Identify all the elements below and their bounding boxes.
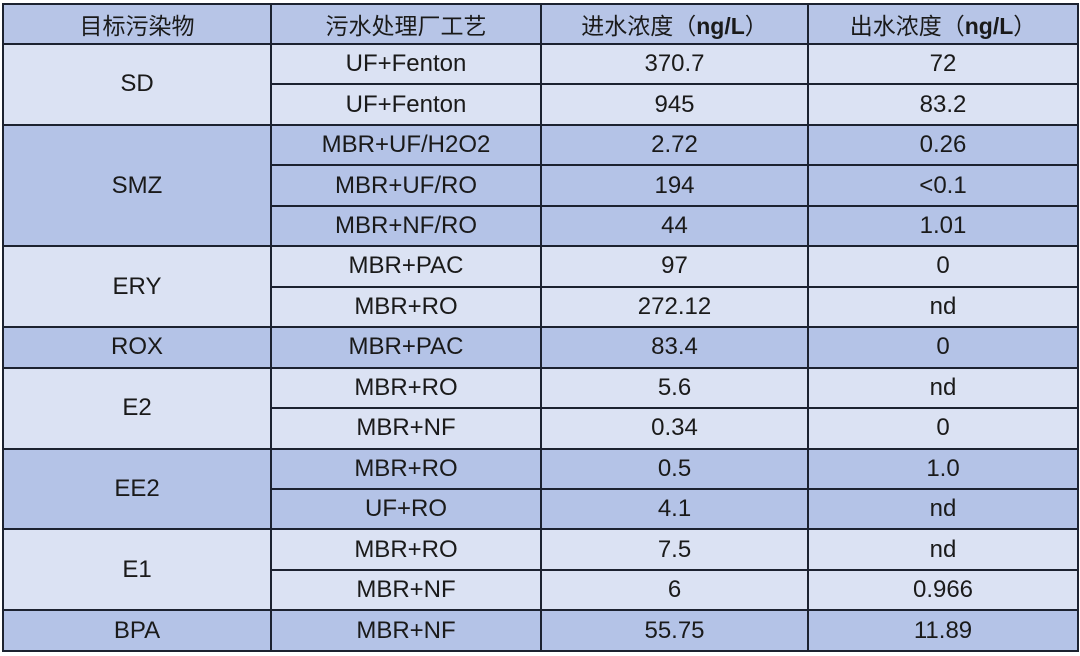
- process-cell: MBR+NF/RO: [270, 204, 542, 248]
- effluent-cell: <0.1: [807, 164, 1079, 207]
- effluent-cell: 0: [807, 245, 1079, 288]
- table-row: UF+Fenton 945 83.2: [3, 83, 1079, 126]
- table-row: MBR+RO 272.12 nd: [3, 285, 1079, 329]
- header-influent: 进水浓度（ng/L）: [540, 3, 809, 45]
- pollutant-cell: E1: [2, 528, 272, 612]
- table-row: MBR+NF 6 0.966: [3, 568, 1079, 612]
- influent-cell: 7.5: [540, 528, 809, 571]
- header-row: 目标污染物 污水处理厂工艺 进水浓度（ng/L） 出水浓度（ng/L）: [2, 3, 1079, 45]
- table-row: MBR+UF/RO 194 <0.1: [3, 164, 1079, 207]
- pollutant-cell: EE2: [2, 447, 272, 531]
- effluent-cell: nd: [807, 366, 1079, 410]
- table-row: MBR+NF 0.34 0: [3, 407, 1079, 450]
- header-influent-label: 进水浓度（: [581, 14, 697, 40]
- influent-cell: 0.5: [540, 447, 809, 490]
- process-cell: MBR+RO: [270, 528, 542, 571]
- influent-cell: 6: [540, 568, 809, 612]
- header-effluent-label: 出水浓度（: [849, 14, 965, 40]
- process-cell: MBR+PAC: [270, 326, 542, 369]
- header-influent-close: ）: [744, 14, 768, 40]
- influent-cell: 194: [540, 164, 809, 207]
- influent-cell: 370.7: [540, 42, 809, 86]
- pollutant-cell: SD: [2, 43, 272, 126]
- influent-cell: 945: [540, 83, 809, 126]
- table-row: E2 MBR+RO 5.6 nd: [2, 366, 1079, 450]
- process-cell: UF+RO: [270, 487, 542, 531]
- influent-cell: 0.34: [540, 407, 809, 450]
- influent-cell: 97: [540, 245, 809, 288]
- pollutant-cell: BPA: [2, 609, 272, 652]
- process-cell: MBR+RO: [270, 447, 542, 490]
- process-cell: MBR+UF/RO: [270, 164, 542, 207]
- header-effluent-close: ）: [1013, 14, 1037, 40]
- influent-cell: 2.72: [540, 123, 809, 167]
- pollutant-concentration-table: 目标污染物 污水处理厂工艺 进水浓度（ng/L） 出水浓度（ng/L） SD UF…: [2, 3, 1079, 652]
- process-cell: MBR+PAC: [270, 245, 542, 288]
- header-influent-unit: ng/L: [696, 13, 745, 39]
- pollutant-cell: ROX: [2, 326, 272, 369]
- process-cell: MBR+NF: [270, 407, 542, 450]
- table-body: SD UF+Fenton 370.7 72 UF+Fenton 945 83.2 SMZ MBR…: [2, 42, 1079, 652]
- effluent-cell: nd: [807, 487, 1079, 531]
- table-row: E1 MBR+RO 7.5 nd: [2, 528, 1079, 612]
- header-pollutant: 目标污染物: [2, 3, 272, 45]
- process-cell: MBR+UF/H2O2: [270, 123, 542, 167]
- effluent-cell: 1.01: [807, 204, 1079, 248]
- table-row: EE2 MBR+RO 0.5 1.0: [2, 447, 1079, 531]
- influent-cell: 4.1: [540, 487, 809, 531]
- header-process: 污水处理厂工艺: [270, 3, 542, 45]
- effluent-cell: 0.26: [807, 123, 1079, 167]
- process-cell: MBR+RO: [270, 285, 542, 329]
- influent-cell: 83.4: [540, 326, 809, 369]
- effluent-cell: 72: [807, 42, 1079, 86]
- table-row: ROX MBR+PAC 83.4 0: [2, 326, 1079, 369]
- influent-cell: 44: [540, 204, 809, 248]
- process-cell: MBR+NF: [270, 568, 542, 612]
- effluent-cell: nd: [807, 528, 1079, 571]
- effluent-cell: 11.89: [807, 609, 1079, 652]
- process-cell: MBR+NF: [270, 609, 542, 652]
- effluent-cell: 83.2: [807, 83, 1079, 126]
- pollutant-cell: E2: [2, 366, 272, 450]
- influent-cell: 272.12: [540, 285, 809, 329]
- header-effluent-unit: ng/L: [964, 13, 1014, 39]
- table-row: SMZ MBR+UF/H2O2 2.72 0.26: [2, 123, 1079, 248]
- effluent-cell: 0: [807, 407, 1079, 450]
- table-row: SD UF+Fenton 370.7 72: [2, 42, 1079, 126]
- process-cell: UF+Fenton: [270, 83, 542, 126]
- table-row: ERY MBR+PAC 97 0: [2, 245, 1079, 329]
- table-row: MBR+NF/RO 44 1.01: [3, 204, 1079, 248]
- pollutant-cell: ERY: [2, 245, 272, 329]
- effluent-cell: 0.966: [807, 568, 1079, 612]
- effluent-cell: 1.0: [807, 447, 1079, 490]
- process-cell: UF+Fenton: [270, 42, 542, 86]
- influent-cell: 5.6: [540, 366, 809, 410]
- effluent-cell: 0: [807, 326, 1079, 369]
- table-row: BPA MBR+NF 55.75 11.89: [2, 609, 1079, 652]
- influent-cell: 55.75: [540, 609, 809, 652]
- pollutant-cell: SMZ: [2, 123, 272, 248]
- table-row: UF+RO 4.1 nd: [3, 487, 1079, 531]
- header-effluent: 出水浓度（ng/L）: [807, 3, 1079, 45]
- effluent-cell: nd: [807, 285, 1079, 329]
- process-cell: MBR+RO: [270, 366, 542, 410]
